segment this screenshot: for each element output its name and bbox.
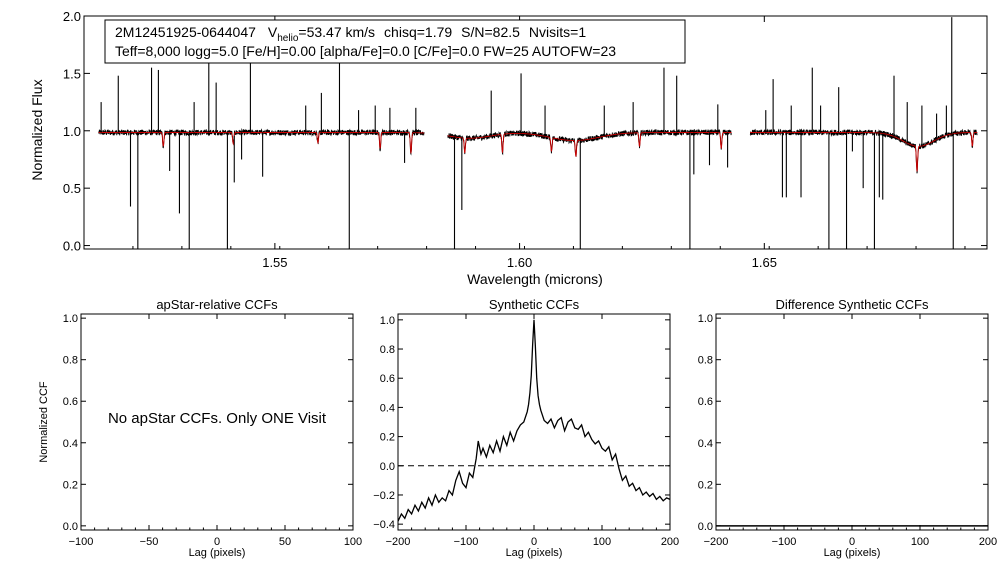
difference-ccf-axis-ticks: −200 −100 0 100 200 0.0 0.2 0.4 0.6 0.8 1.0 <box>698 313 997 548</box>
y-tick-label: 0.0 <box>380 461 395 473</box>
synthetic-ccf-axis-ticks: −200 −100 0 100 200 −0.4 −0.2 0.0 0.2 0.4 0.6 0.8 1.… <box>373 314 679 548</box>
y-tick-label: 0.6 <box>380 373 395 385</box>
y-tick-label: 1.5 <box>63 66 81 81</box>
apstar-ccf-y-axis-label: Normalized CCF <box>38 381 50 463</box>
y-tick-label: 0.0 <box>698 521 713 533</box>
model-spectrum-line <box>447 132 732 157</box>
info-line-2: Teff=8,000 logg=5.0 [Fe/H]=0.00 [alpha/F… <box>115 43 616 59</box>
synthetic-ccf-plot-frame <box>397 313 671 531</box>
y-tick-label: 1.0 <box>698 313 713 325</box>
spectrum-axis-ticks: 1.55 1.60 1.65 0.0 0.5 1.0 1.5 2.0 <box>63 9 987 270</box>
synthetic-ccf-title: Synthetic CCFs <box>489 297 580 312</box>
x-tick-label: −200 <box>704 536 729 548</box>
x-tick-label: 0 <box>531 536 537 548</box>
difference-ccf-plot-frame <box>715 313 989 531</box>
apstar-ccf-title: apStar-relative CCFs <box>156 297 278 312</box>
apstar-ccf-note: No apStar CCFs. Only ONE Visit <box>108 410 327 427</box>
y-tick-label: 0.0 <box>63 521 78 533</box>
info-box-frame <box>104 19 686 64</box>
x-tick-label: −100 <box>69 536 94 548</box>
x-tick-label: 1.55 <box>262 255 287 270</box>
y-tick-label: 0.8 <box>698 355 713 367</box>
y-tick-label: 0.2 <box>63 479 78 491</box>
y-tick-label: 2.0 <box>63 9 81 24</box>
y-tick-label: 0.8 <box>63 355 78 367</box>
y-tick-label: 0.5 <box>63 181 81 196</box>
spectrum-plot-frame <box>83 15 988 250</box>
x-tick-label: 1.60 <box>507 255 532 270</box>
x-tick-label: 100 <box>911 536 929 548</box>
x-tick-label: 100 <box>593 536 611 548</box>
y-tick-label: 1.0 <box>63 313 78 325</box>
spectrum-y-axis-label: Normalized Flux <box>29 79 45 180</box>
y-tick-label: 0.2 <box>380 432 395 444</box>
x-tick-label: 0 <box>849 536 855 548</box>
observed-spectrum-line <box>447 128 732 157</box>
y-tick-label: 1.0 <box>380 315 395 327</box>
v-helio-prefix: V <box>268 24 278 40</box>
difference-ccf-title: Difference Synthetic CCFs <box>776 297 929 312</box>
nvisits-value: Nvisits=1 <box>529 24 586 40</box>
star-id: 2M12451925-0644047 <box>115 24 256 40</box>
spectrum-series-group <box>98 17 978 249</box>
y-tick-label: 0.8 <box>380 344 395 356</box>
x-tick-label: −100 <box>454 536 479 548</box>
x-tick-label: 200 <box>979 536 997 548</box>
x-tick-label: 0 <box>214 536 220 548</box>
apstar-ccf-axis-ticks: −100 −50 0 50 100 0.0 0.2 0.4 0.6 0.8 1.0 <box>63 313 362 548</box>
x-tick-label: −50 <box>140 536 159 548</box>
y-tick-label: 0.0 <box>63 239 81 254</box>
v-helio-value: =53.47 km/s <box>298 24 375 40</box>
info-line-1: 2M12451925-0644047 Vhelio=53.47 km/s chisq… <box>115 24 586 44</box>
apstar-ccf-x-axis-label: Lag (pixels) <box>189 547 246 559</box>
y-tick-label: −0.2 <box>373 490 395 502</box>
model-spectrum-line <box>98 132 425 154</box>
difference-ccf-panel: −200 −100 0 100 200 0.0 0.2 0.4 0.6 0.8 1.0 Differ… <box>698 297 997 559</box>
observed-spectrum-line <box>98 127 425 156</box>
y-tick-label: 0.6 <box>63 396 78 408</box>
synthetic-ccf-panel: −200 −100 0 100 200 −0.4 −0.2 0.0 0.2 0.4 0.6 0.8 1.… <box>373 297 679 559</box>
spectrum-x-axis-label: Wavelength (microns) <box>467 271 603 287</box>
x-tick-label: 50 <box>279 536 291 548</box>
x-tick-label: 200 <box>661 536 679 548</box>
snr-value: S/N=82.5 <box>461 24 520 40</box>
x-tick-label: 1.65 <box>752 255 777 270</box>
y-tick-label: 0.6 <box>698 396 713 408</box>
x-tick-label: −100 <box>772 536 797 548</box>
chisq-value: chisq=1.79 <box>384 24 452 40</box>
difference-ccf-x-axis-label: Lag (pixels) <box>824 547 881 559</box>
x-tick-label: 100 <box>344 536 362 548</box>
y-tick-label: 0.4 <box>63 438 78 450</box>
y-tick-label: 0.4 <box>380 402 395 414</box>
y-tick-label: 0.2 <box>698 479 713 491</box>
y-tick-label: 0.4 <box>698 438 713 450</box>
y-tick-label: −0.4 <box>373 519 395 531</box>
apstar-ccf-panel: −100 −50 0 50 100 0.0 0.2 0.4 0.6 0.8 1.0 apStar-r… <box>38 297 362 559</box>
y-tick-label: 1.0 <box>63 124 81 139</box>
spectrum-info-box: 2M12451925-0644047 Vhelio=53.47 km/s chisq… <box>104 19 686 64</box>
spectrum-panel: 1.55 1.60 1.65 0.0 0.5 1.0 1.5 2.0 2M12451925-0… <box>29 9 988 287</box>
synthetic-ccf-x-axis-label: Lag (pixels) <box>506 547 563 559</box>
x-tick-label: −200 <box>386 536 411 548</box>
synthetic-ccf-line <box>397 319 671 522</box>
synthetic-ccf-series-group <box>397 319 671 522</box>
v-helio-subscript: helio <box>277 33 299 44</box>
observed-spectrum-line <box>749 128 978 174</box>
